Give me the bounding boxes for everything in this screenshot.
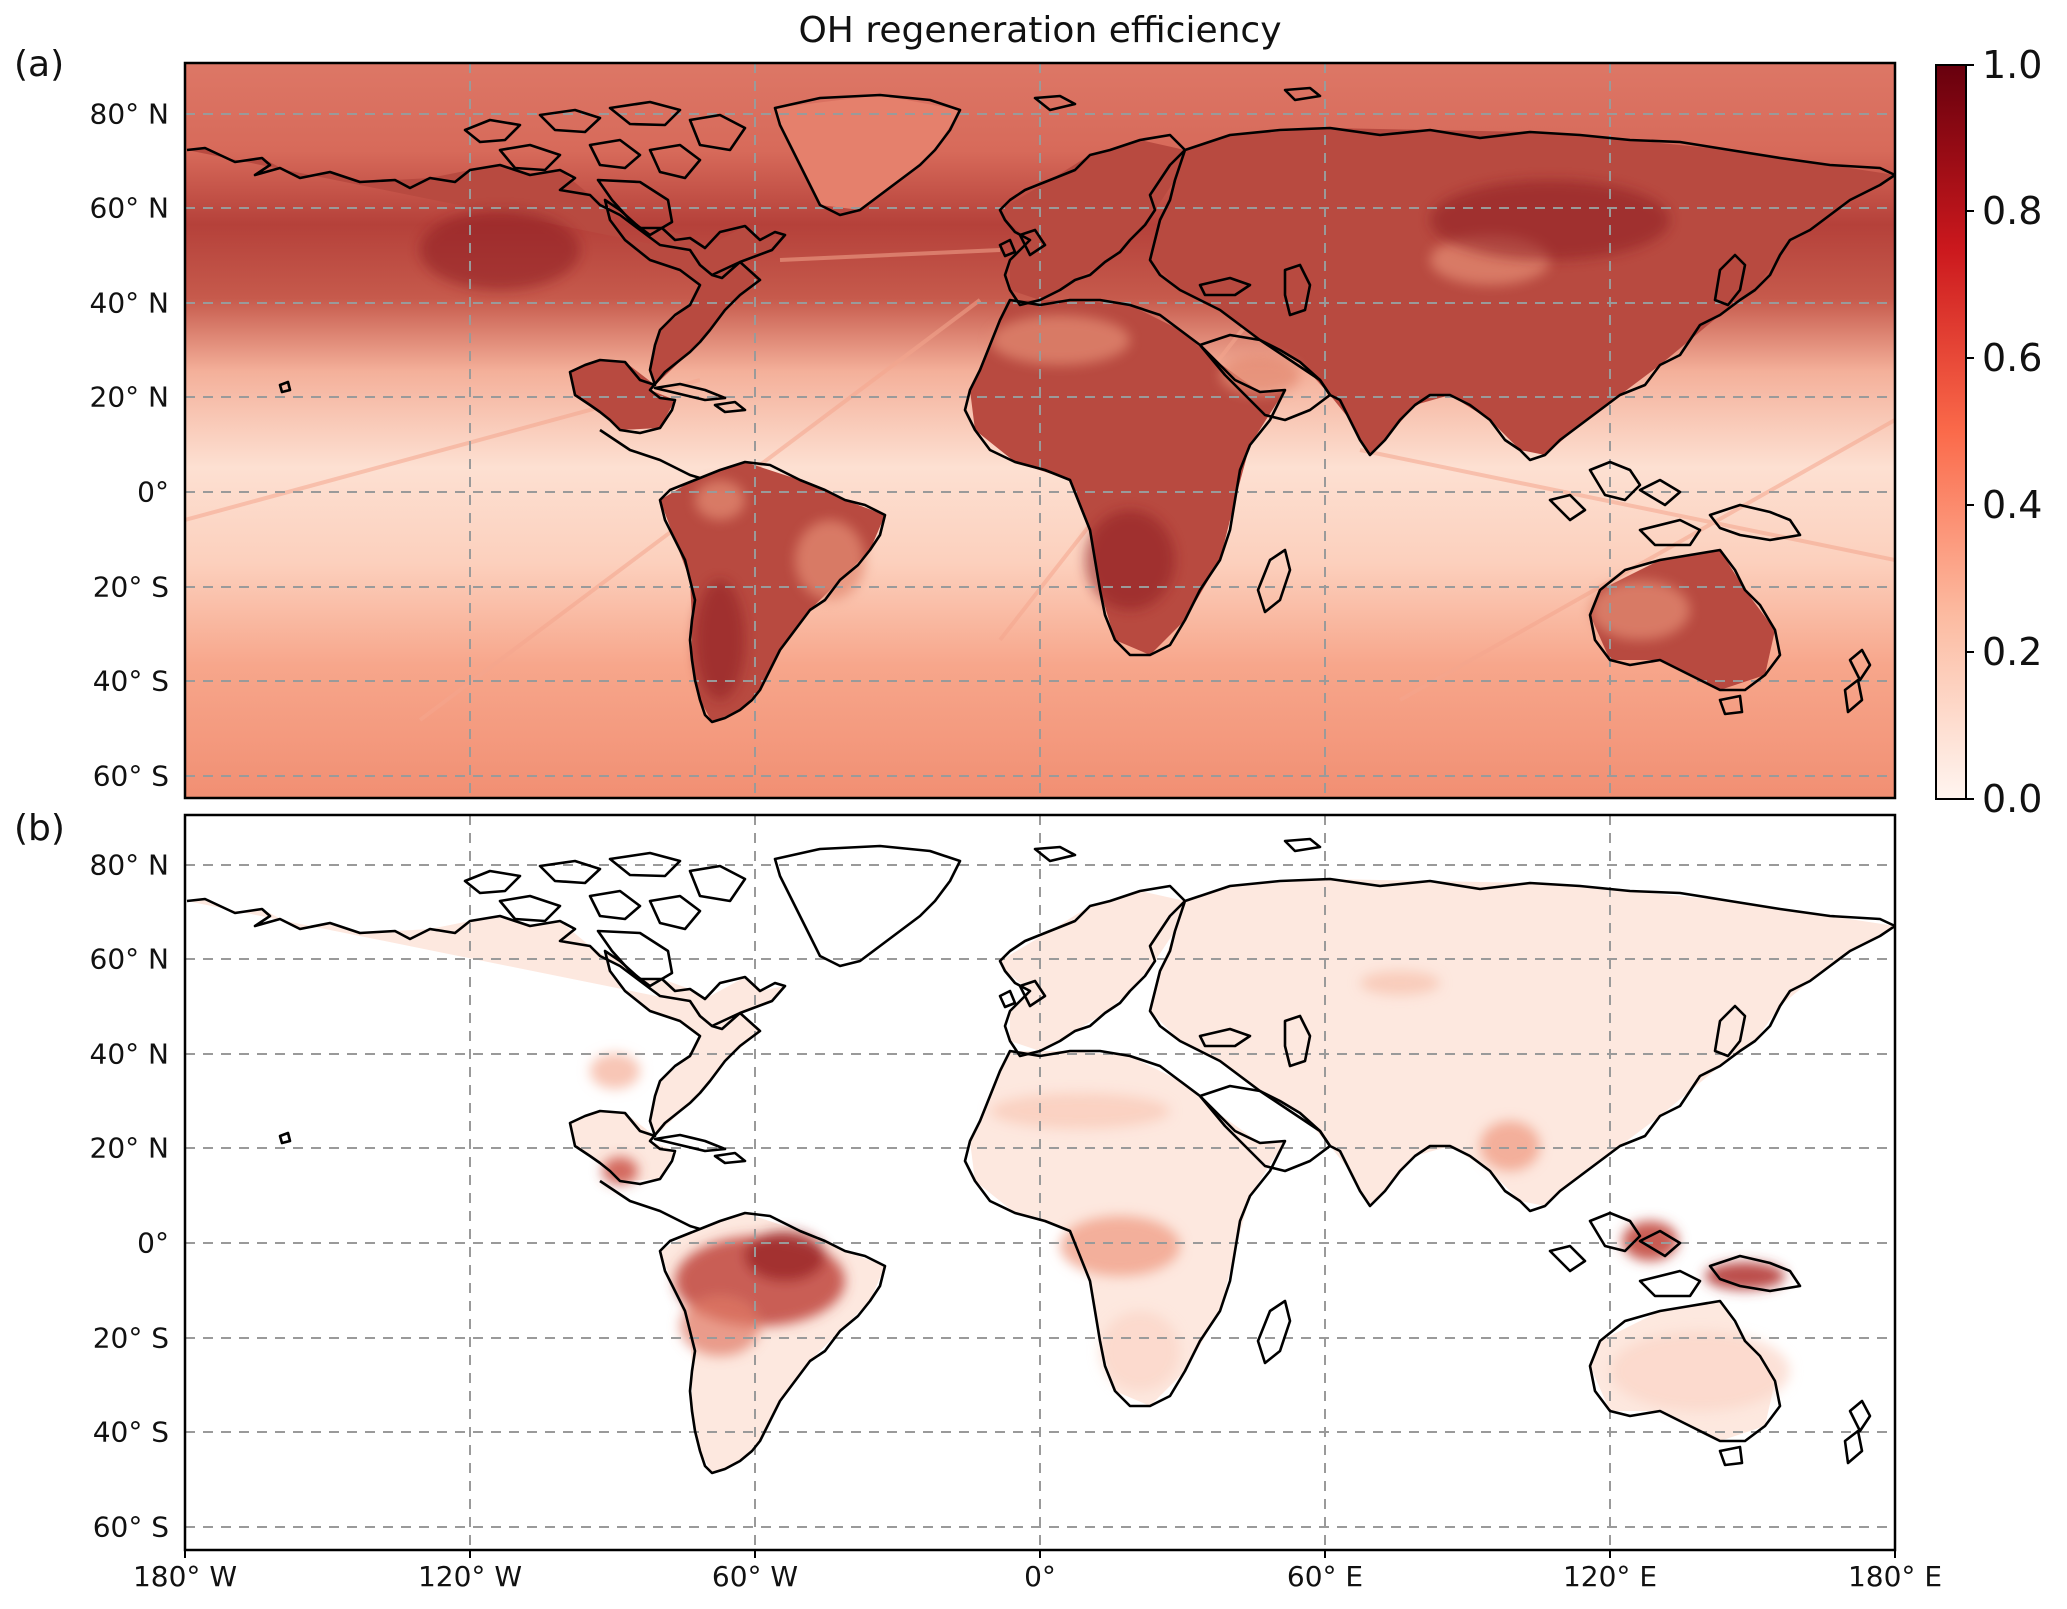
lat-label: 20° N (89, 1131, 169, 1165)
panel-b-map (185, 815, 1895, 1550)
lat-label: 60° N (89, 942, 169, 976)
lat-label: 20° N (89, 380, 169, 414)
panel-a-map (185, 63, 1895, 798)
panel-label-b: (b) (14, 808, 65, 849)
figure-title: OH regeneration efficiency (798, 10, 1282, 51)
lat-label: 0° (137, 475, 169, 509)
gridlines-b (185, 815, 1895, 1550)
panel-label-a: (a) (14, 44, 65, 85)
lat-label: 40° S (92, 664, 169, 698)
colorbar-tick: 0.8 (1982, 189, 2043, 233)
colorbar-tick: 0.2 (1982, 630, 2043, 674)
colorbar-ticks (1966, 64, 1974, 800)
lat-label: 20° S (92, 1321, 169, 1355)
lat-label: 40° N (89, 1037, 169, 1071)
colorbar-tick: 1.0 (1982, 43, 2043, 87)
hotspots-b (590, 971, 1790, 1411)
lon-label: 120° W (417, 1560, 523, 1593)
lat-label: 0° (137, 1226, 169, 1260)
lat-label: 60° S (92, 1510, 169, 1544)
lon-label: 180° E (1847, 1560, 1943, 1593)
lat-label: 40° N (89, 286, 169, 320)
colorbar-tick: 0.0 (1982, 777, 2043, 821)
lat-label: 60° S (92, 759, 169, 793)
lat-label: 60° N (89, 191, 169, 225)
lat-label: 80° N (89, 848, 169, 882)
lon-label: 60° E (1286, 1560, 1364, 1593)
colorbar-tick: 0.4 (1982, 483, 2043, 527)
lon-label: 180° W (132, 1560, 238, 1593)
lat-label: 40° S (92, 1415, 169, 1449)
lon-label: 0° (1024, 1560, 1056, 1593)
lat-label: 20° S (92, 570, 169, 604)
colorbar (1935, 64, 1967, 800)
gridlines-a (185, 63, 1895, 798)
colorbar-tick: 0.6 (1982, 336, 2043, 380)
lon-label: 120° E (1562, 1560, 1658, 1593)
lat-label: 80° N (89, 97, 169, 131)
lon-label: 60° W (711, 1560, 799, 1593)
panel-a-frame (183, 61, 1897, 800)
